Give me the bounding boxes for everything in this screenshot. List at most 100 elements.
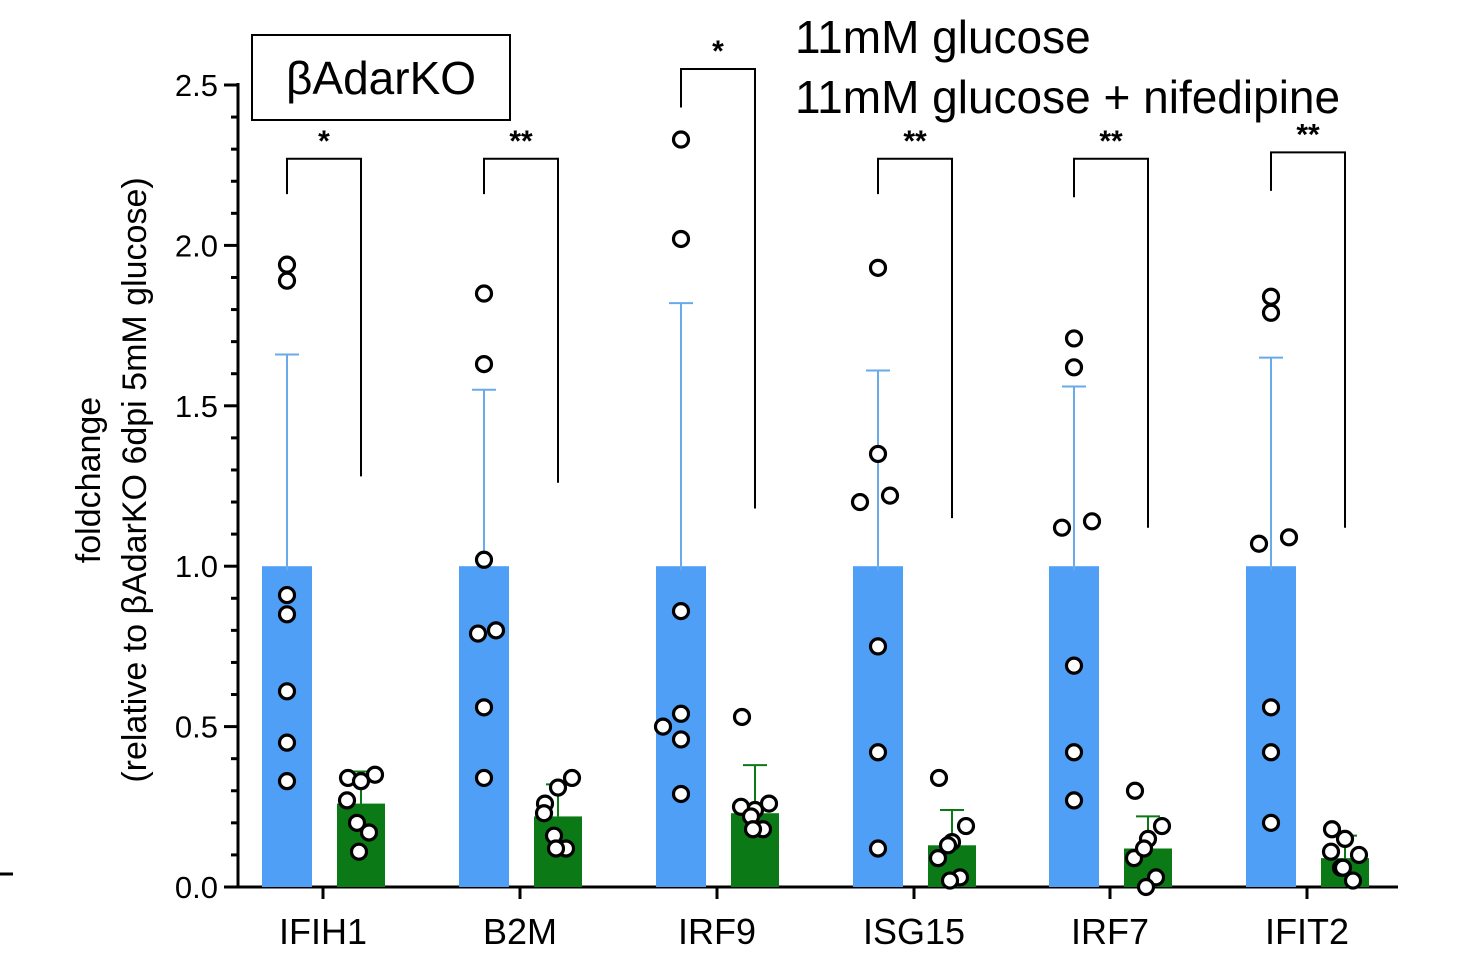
data-point bbox=[349, 842, 369, 861]
significance-bracket bbox=[286, 157, 362, 477]
data-point bbox=[474, 698, 494, 717]
data-point bbox=[1335, 829, 1355, 848]
bar bbox=[1246, 566, 1296, 887]
data-point bbox=[868, 444, 888, 464]
data-point bbox=[474, 768, 494, 788]
bar bbox=[853, 566, 903, 887]
data-point bbox=[277, 271, 297, 290]
data-point bbox=[1064, 358, 1084, 377]
y-tick-label: 1.0 bbox=[175, 549, 218, 584]
data-point bbox=[277, 605, 297, 624]
significance-bracket bbox=[1270, 151, 1346, 528]
data-point bbox=[1349, 845, 1369, 865]
significance-label: * bbox=[318, 125, 330, 158]
significance-bracket bbox=[877, 157, 953, 519]
bar bbox=[459, 566, 509, 887]
bar bbox=[1049, 566, 1099, 887]
y-axis-label-line1: foldchange bbox=[70, 397, 108, 563]
data-point bbox=[743, 820, 763, 839]
data-point bbox=[351, 772, 371, 791]
data-point bbox=[365, 765, 385, 784]
legend-entry-glucose: 11mM glucose bbox=[795, 11, 1091, 63]
data-point bbox=[868, 637, 888, 656]
significance-label: ** bbox=[509, 125, 533, 158]
x-tick-label: IFIT2 bbox=[1265, 911, 1349, 952]
data-point bbox=[868, 743, 888, 762]
data-point bbox=[277, 733, 297, 752]
data-point bbox=[1082, 512, 1102, 531]
data-point bbox=[1261, 813, 1281, 832]
chart-title: βAdarKO bbox=[286, 52, 476, 104]
data-point bbox=[474, 284, 494, 303]
data-point bbox=[1064, 743, 1084, 762]
data-point bbox=[474, 550, 494, 569]
x-tick-label: IFIH1 bbox=[279, 911, 367, 952]
title-box bbox=[251, 34, 511, 121]
data-point bbox=[956, 816, 976, 836]
data-point bbox=[1125, 781, 1145, 800]
data-point bbox=[671, 784, 691, 804]
x-tick-label: IRF9 bbox=[678, 911, 756, 952]
y-tick-label: 2.5 bbox=[175, 68, 218, 103]
data-point bbox=[546, 839, 566, 858]
data-point bbox=[1343, 871, 1363, 890]
data-point bbox=[1064, 329, 1084, 348]
data-point bbox=[671, 730, 691, 749]
data-point bbox=[928, 849, 948, 868]
data-point bbox=[359, 823, 379, 842]
data-point bbox=[880, 486, 900, 505]
data-point bbox=[534, 804, 554, 823]
data-point bbox=[1321, 842, 1341, 861]
data-point bbox=[1052, 518, 1072, 537]
data-point bbox=[1064, 791, 1084, 810]
data-point bbox=[1322, 820, 1342, 839]
data-point bbox=[1261, 698, 1281, 717]
y-tick-label: 0.0 bbox=[175, 870, 218, 905]
significance-label: ** bbox=[1099, 125, 1123, 158]
significance-bracket bbox=[1073, 157, 1149, 528]
data-point bbox=[671, 602, 691, 621]
legend-entry-glucose-nifedipine: 11mM glucose + nifedipine bbox=[795, 71, 1340, 123]
data-point bbox=[548, 778, 568, 797]
data-point bbox=[759, 794, 779, 813]
x-tick-label: IRF7 bbox=[1071, 911, 1149, 952]
data-point bbox=[1261, 287, 1281, 306]
data-point bbox=[1134, 839, 1154, 858]
data-point bbox=[671, 229, 691, 249]
data-point bbox=[1064, 656, 1084, 675]
significance-label: ** bbox=[1296, 118, 1320, 151]
significance-bracket bbox=[483, 157, 559, 483]
data-point bbox=[671, 704, 691, 723]
data-point bbox=[940, 871, 960, 890]
data-point bbox=[347, 813, 367, 832]
x-tick-label: ISG15 bbox=[863, 911, 965, 952]
data-point bbox=[277, 585, 297, 605]
data-point bbox=[1333, 858, 1353, 877]
x-tick-label: B2M bbox=[483, 911, 557, 952]
y-tick-label: 0.5 bbox=[175, 710, 218, 745]
data-point bbox=[562, 768, 582, 788]
y-tick-label: 1.5 bbox=[175, 389, 218, 424]
data-point bbox=[1279, 528, 1299, 547]
data-point bbox=[277, 255, 297, 274]
significance-label: ** bbox=[903, 125, 927, 158]
data-point bbox=[486, 621, 506, 640]
data-point bbox=[277, 682, 297, 701]
data-point bbox=[938, 836, 958, 855]
data-point bbox=[468, 624, 488, 643]
data-point bbox=[1152, 816, 1172, 836]
y-tick-label: 2.0 bbox=[175, 228, 218, 263]
data-point bbox=[671, 130, 691, 149]
data-point bbox=[1249, 534, 1269, 553]
data-point bbox=[277, 772, 297, 791]
data-point bbox=[929, 768, 949, 788]
data-point bbox=[1261, 303, 1281, 322]
data-point bbox=[653, 717, 673, 736]
data-point bbox=[1136, 877, 1156, 897]
data-point bbox=[337, 791, 357, 810]
data-point bbox=[1261, 743, 1281, 762]
data-point bbox=[850, 492, 870, 512]
data-point bbox=[868, 258, 888, 277]
y-axis-label-line2: (relative to βAdarKO 6dpi 5mM glucose) bbox=[116, 177, 154, 782]
